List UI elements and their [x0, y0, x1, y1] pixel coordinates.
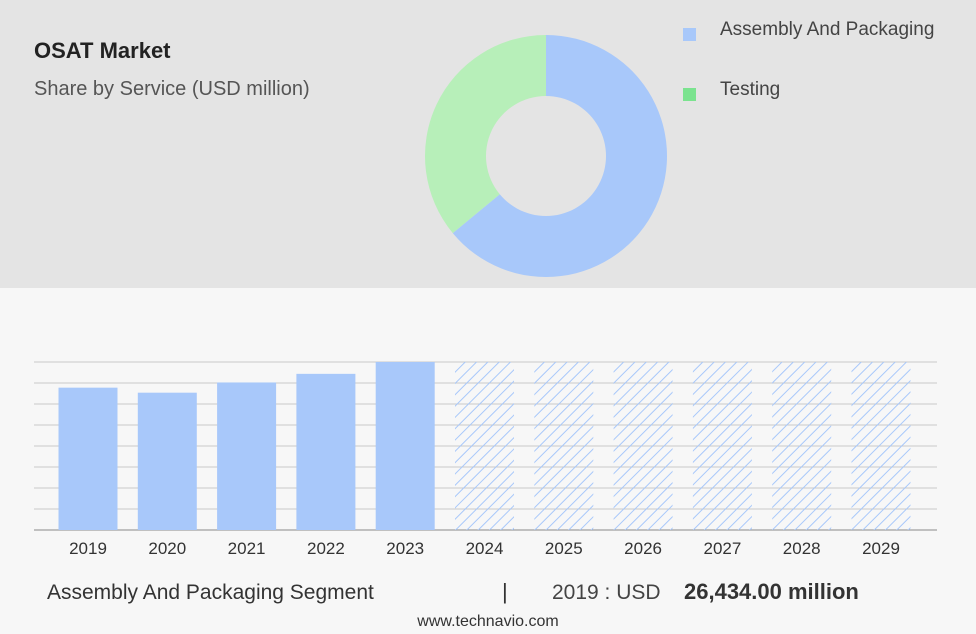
bar-2023: [375, 362, 435, 530]
bar-2025: [534, 362, 594, 530]
legend-label-assembly: Assembly And Packaging: [720, 19, 935, 40]
chart-title: OSAT Market: [34, 38, 171, 63]
legend-swatch-assembly: [683, 28, 696, 41]
x-tick-label-2029: 2029: [862, 539, 900, 558]
x-tick-label-2019: 2019: [69, 539, 107, 558]
x-tick-label-2024: 2024: [466, 539, 504, 558]
footer-divider: |: [502, 579, 508, 604]
bar-2020: [137, 392, 197, 530]
bar-2024: [455, 362, 514, 530]
x-tick-label-2023: 2023: [386, 539, 424, 558]
footer-value: 26,434.00 million: [684, 579, 859, 604]
x-tick-label-2021: 2021: [228, 539, 266, 558]
bar-2028: [772, 362, 832, 530]
x-tick-label-2028: 2028: [783, 539, 821, 558]
bar-2021: [217, 382, 277, 530]
bar-chart: 2019 2020 2021 2022 2023 2024 2025 2026 2027 2028…: [34, 361, 937, 558]
x-tick-label-2026: 2026: [624, 539, 662, 558]
x-tick-label-2025: 2025: [545, 539, 583, 558]
footer-year: 2019 : USD: [552, 581, 661, 604]
bar-2022: [296, 373, 356, 530]
bar-2026: [613, 362, 673, 530]
x-tick-label-2020: 2020: [148, 539, 186, 558]
chart-subtitle: Share by Service (USD million): [34, 78, 310, 100]
donut-slice-testing: [425, 35, 546, 234]
footer-segment-label: Assembly And Packaging Segment: [47, 581, 374, 604]
legend-swatch-testing: [683, 88, 696, 101]
source-link[interactable]: www.technavio.com: [417, 613, 559, 630]
donut-chart: [425, 35, 667, 278]
x-tick-label-2027: 2027: [703, 539, 741, 558]
donut-slice-assembly-and-packaging: [452, 35, 667, 278]
bar-2029: [851, 362, 911, 530]
bar-2019: [58, 387, 118, 530]
x-tick-label-2022: 2022: [307, 539, 345, 558]
bar-2027: [692, 362, 752, 530]
legend-label-testing: Testing: [720, 79, 781, 100]
